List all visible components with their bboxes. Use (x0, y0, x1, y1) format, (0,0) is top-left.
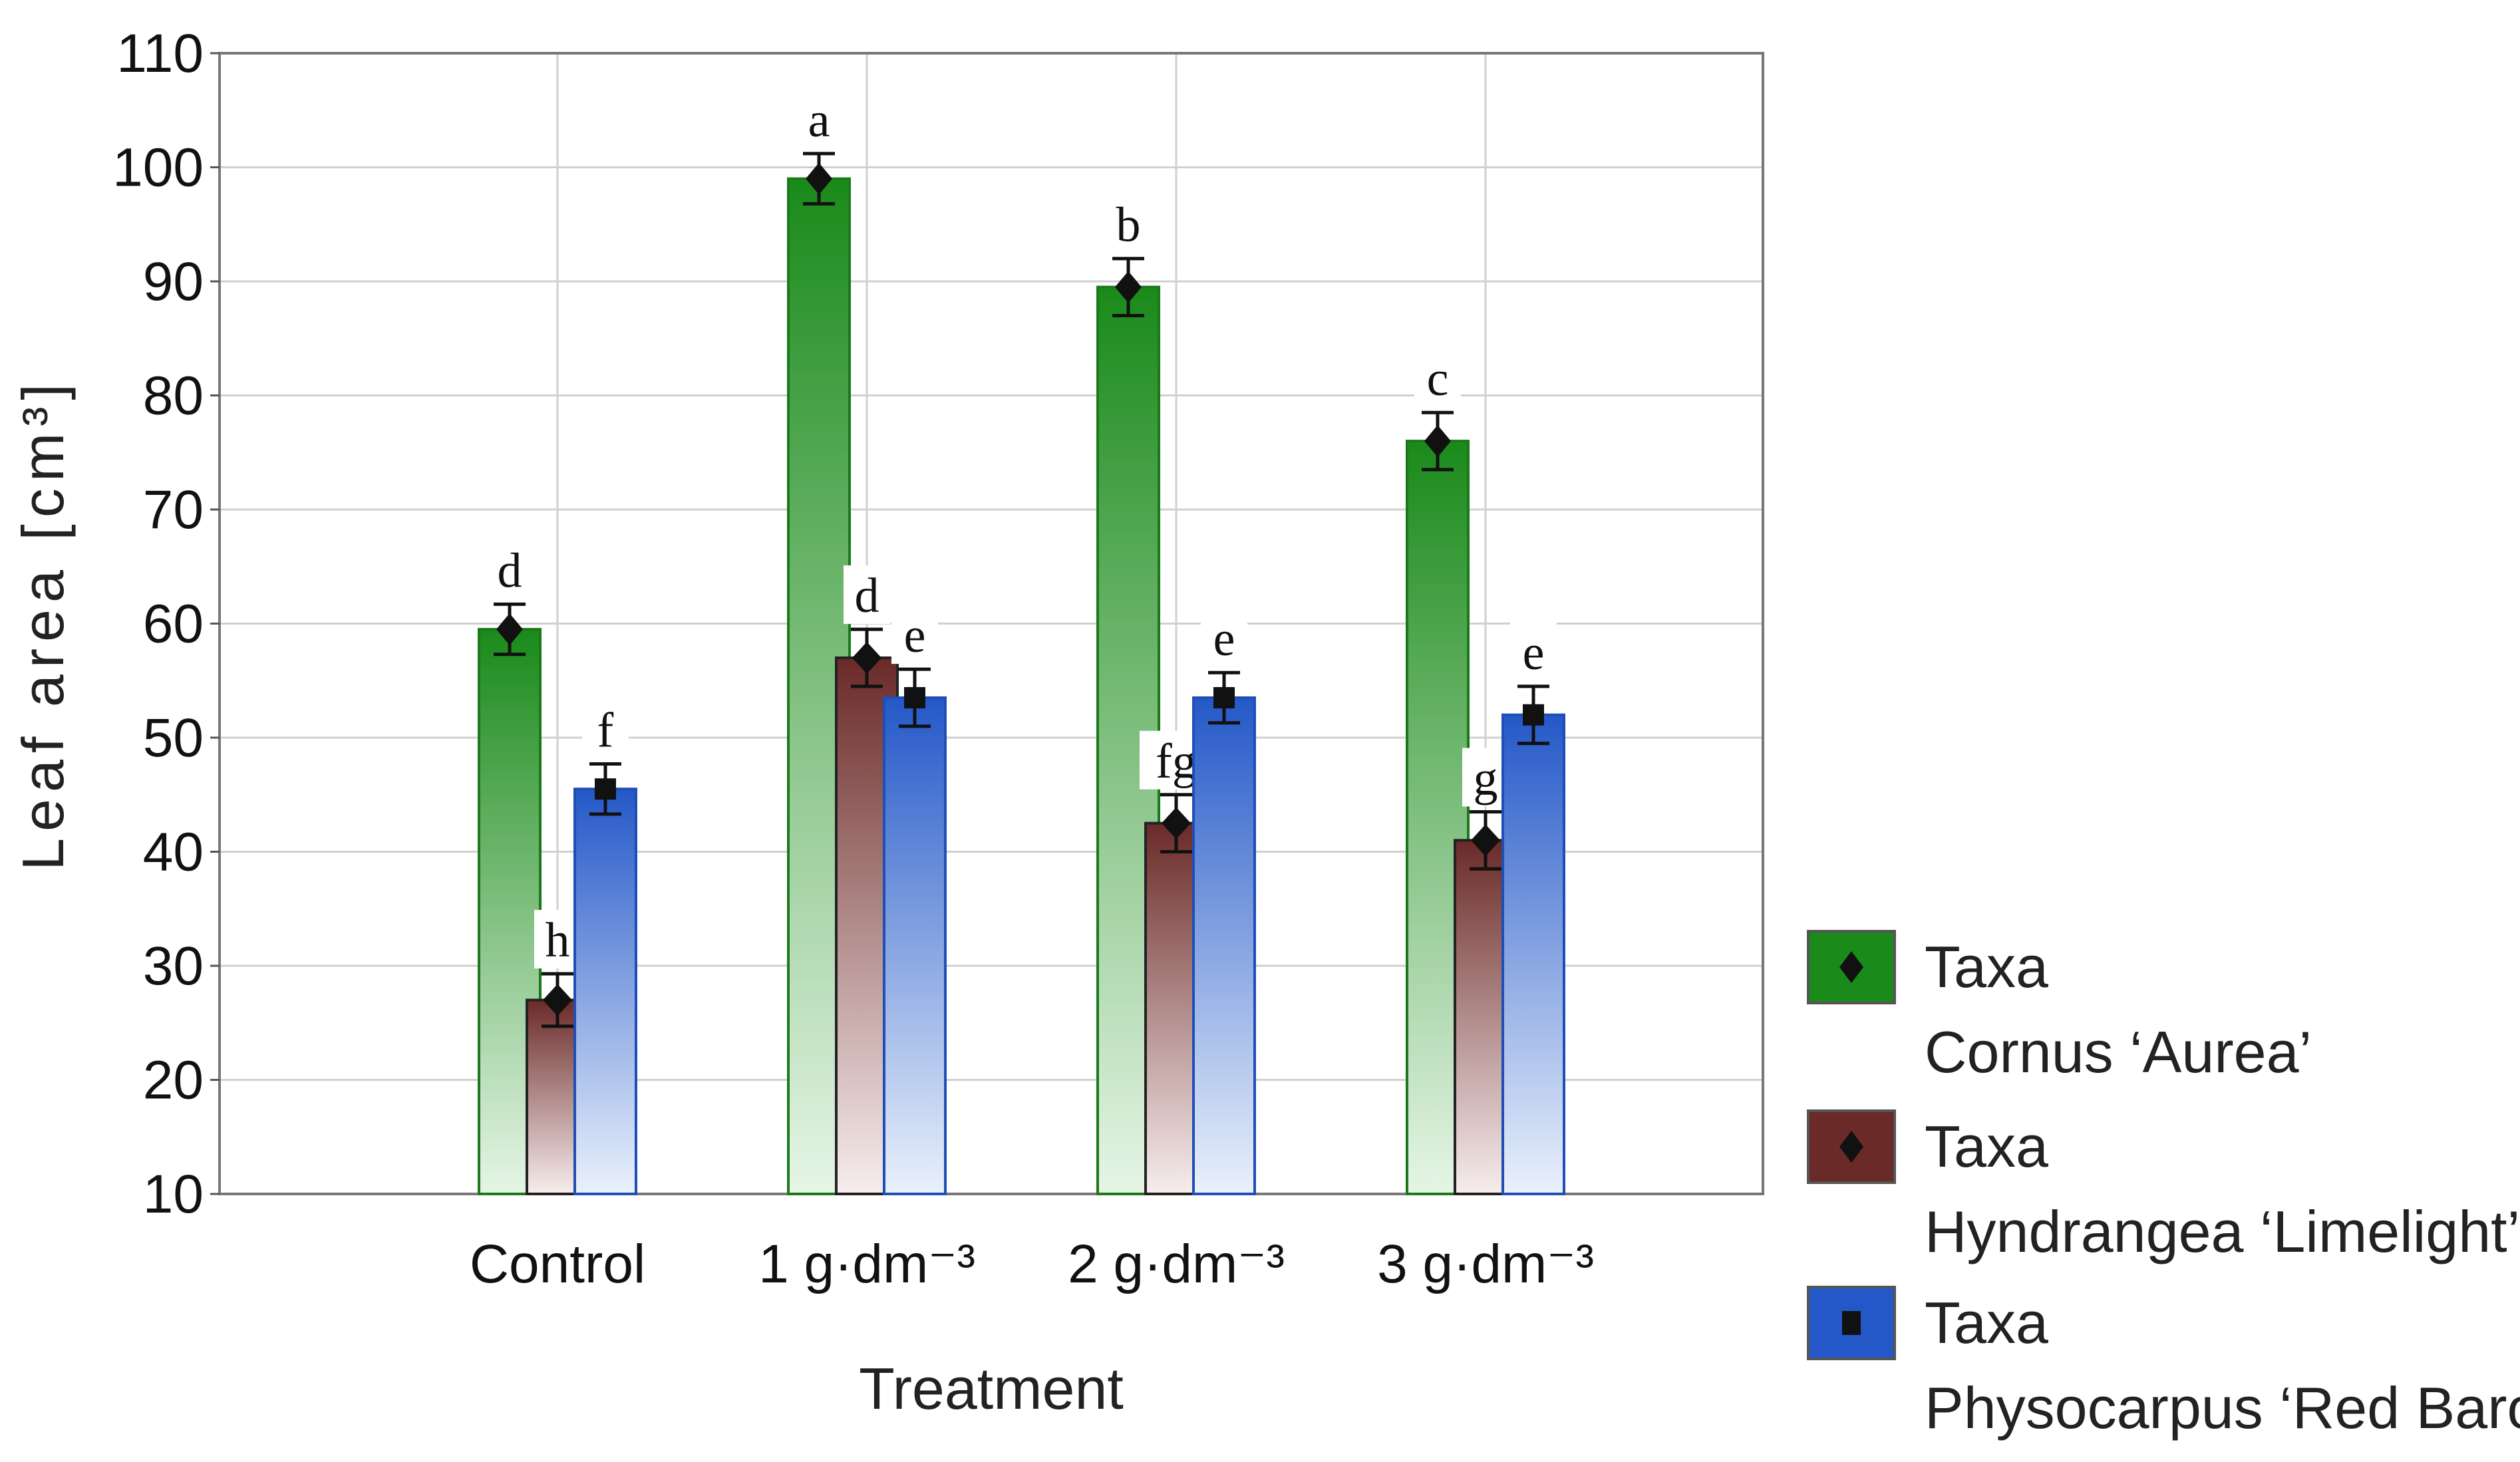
y-tick-label: 40 (143, 822, 204, 883)
significance-letter: e (1523, 626, 1545, 680)
letter-backdrop (1462, 748, 1509, 807)
significance-letter: h (546, 913, 570, 968)
legend-item-3: Taxa Physocarpus ‘Red Baron’ (1807, 1286, 2520, 1441)
legend-series-name: Cornus ‘Aurea’ (1925, 1019, 2312, 1085)
letter-backdrop (1510, 622, 1557, 681)
legend-title: Taxa (1925, 1290, 2048, 1356)
bar (1406, 440, 1470, 1195)
bar-group-3-1: f (573, 700, 637, 1196)
y-axis-label: Leaf area [cm³] (10, 377, 76, 871)
significance-letter: e (904, 609, 926, 663)
mean-marker (1471, 824, 1500, 857)
legend-swatch (1807, 1286, 1896, 1360)
y-tick-label: 100 (112, 138, 204, 198)
bar-group-1-4: c (1406, 349, 1470, 1195)
legend: Taxa Cornus ‘Aurea’ Taxa Hyndrangea ‘Limeli… (1807, 930, 2520, 1441)
legend-marker (1839, 951, 1863, 983)
legend-series-name: Physocarpus ‘Red Baron’ (1925, 1375, 2520, 1441)
letter-backdrop (486, 540, 533, 599)
legend-marker (1842, 1311, 1861, 1335)
bar-group-3-2: e (883, 605, 947, 1195)
bar (883, 696, 947, 1195)
bar (573, 788, 637, 1196)
y-tick-label: 110 (116, 23, 204, 84)
y-tick-label: 70 (143, 480, 204, 540)
significance-letter: e (1213, 612, 1235, 666)
legend-title: Taxa (1925, 1113, 2048, 1179)
y-tick-label: 90 (143, 251, 204, 312)
y-tick-label: 10 (143, 1164, 204, 1225)
x-category-label: Control (470, 1234, 645, 1294)
significance-letter: c (1427, 352, 1449, 406)
bar-group-3-4: e (1501, 622, 1565, 1195)
legend-series-name: Hyndrangea ‘Limelight’ (1925, 1199, 2520, 1264)
y-tick-label: 50 (143, 708, 204, 768)
y-axis-ticks: 10 20 30 40 50 60 70 80 90 100 110 (112, 23, 220, 1225)
mean-marker (1424, 425, 1451, 458)
significance-letter: g (1474, 751, 1498, 805)
x-axis-categories: Control 1 g·dm⁻³ 2 g·dm⁻³ 3 g·dm⁻³ (470, 1234, 1594, 1294)
letter-backdrop (582, 700, 629, 759)
legend-title: Taxa (1925, 934, 2048, 1000)
letter-backdrop (534, 910, 581, 969)
bar (1501, 713, 1565, 1195)
y-tick-label: 60 (143, 594, 204, 655)
mean-marker (852, 641, 881, 674)
mean-marker (1115, 271, 1142, 303)
letter-backdrop (891, 605, 938, 664)
legend-item-1: Taxa Cornus ‘Aurea’ (1807, 930, 2312, 1085)
mean-marker (806, 162, 832, 195)
mean-marker (1162, 807, 1191, 839)
letter-backdrop (1201, 609, 1247, 668)
legend-marker (1839, 1131, 1863, 1163)
significance-letter: fg (1156, 734, 1197, 789)
x-category-label: 1 g·dm⁻³ (758, 1234, 975, 1294)
significance-letter: a (808, 93, 830, 148)
y-tick-label: 20 (143, 1050, 204, 1111)
legend-item-2: Taxa Hyndrangea ‘Limelight’ (1807, 1109, 2520, 1264)
mean-marker (595, 778, 616, 800)
bar (1192, 696, 1256, 1195)
y-tick-label: 30 (143, 936, 204, 996)
legend-swatch (1807, 1109, 1896, 1184)
mean-marker (496, 613, 523, 646)
x-category-label: 3 g·dm⁻³ (1377, 1234, 1594, 1294)
letter-backdrop (796, 89, 842, 148)
significance-letter: d (498, 543, 522, 598)
letter-backdrop (844, 565, 890, 625)
mean-marker (1213, 686, 1235, 708)
mean-marker (543, 984, 572, 1016)
x-axis-label: Treatment (859, 1356, 1124, 1421)
letter-backdrop (1105, 194, 1152, 253)
x-category-label: 2 g·dm⁻³ (1068, 1234, 1285, 1294)
letter-backdrop (1414, 349, 1461, 408)
significance-letter: b (1116, 198, 1141, 253)
legend-swatch (1807, 930, 1896, 1004)
bar-group-3-3: e (1192, 609, 1256, 1195)
significance-letter: f (597, 703, 614, 758)
mean-marker (1523, 704, 1544, 726)
y-tick-label: 80 (143, 366, 204, 426)
mean-marker (904, 686, 925, 708)
significance-letter: d (855, 569, 879, 623)
